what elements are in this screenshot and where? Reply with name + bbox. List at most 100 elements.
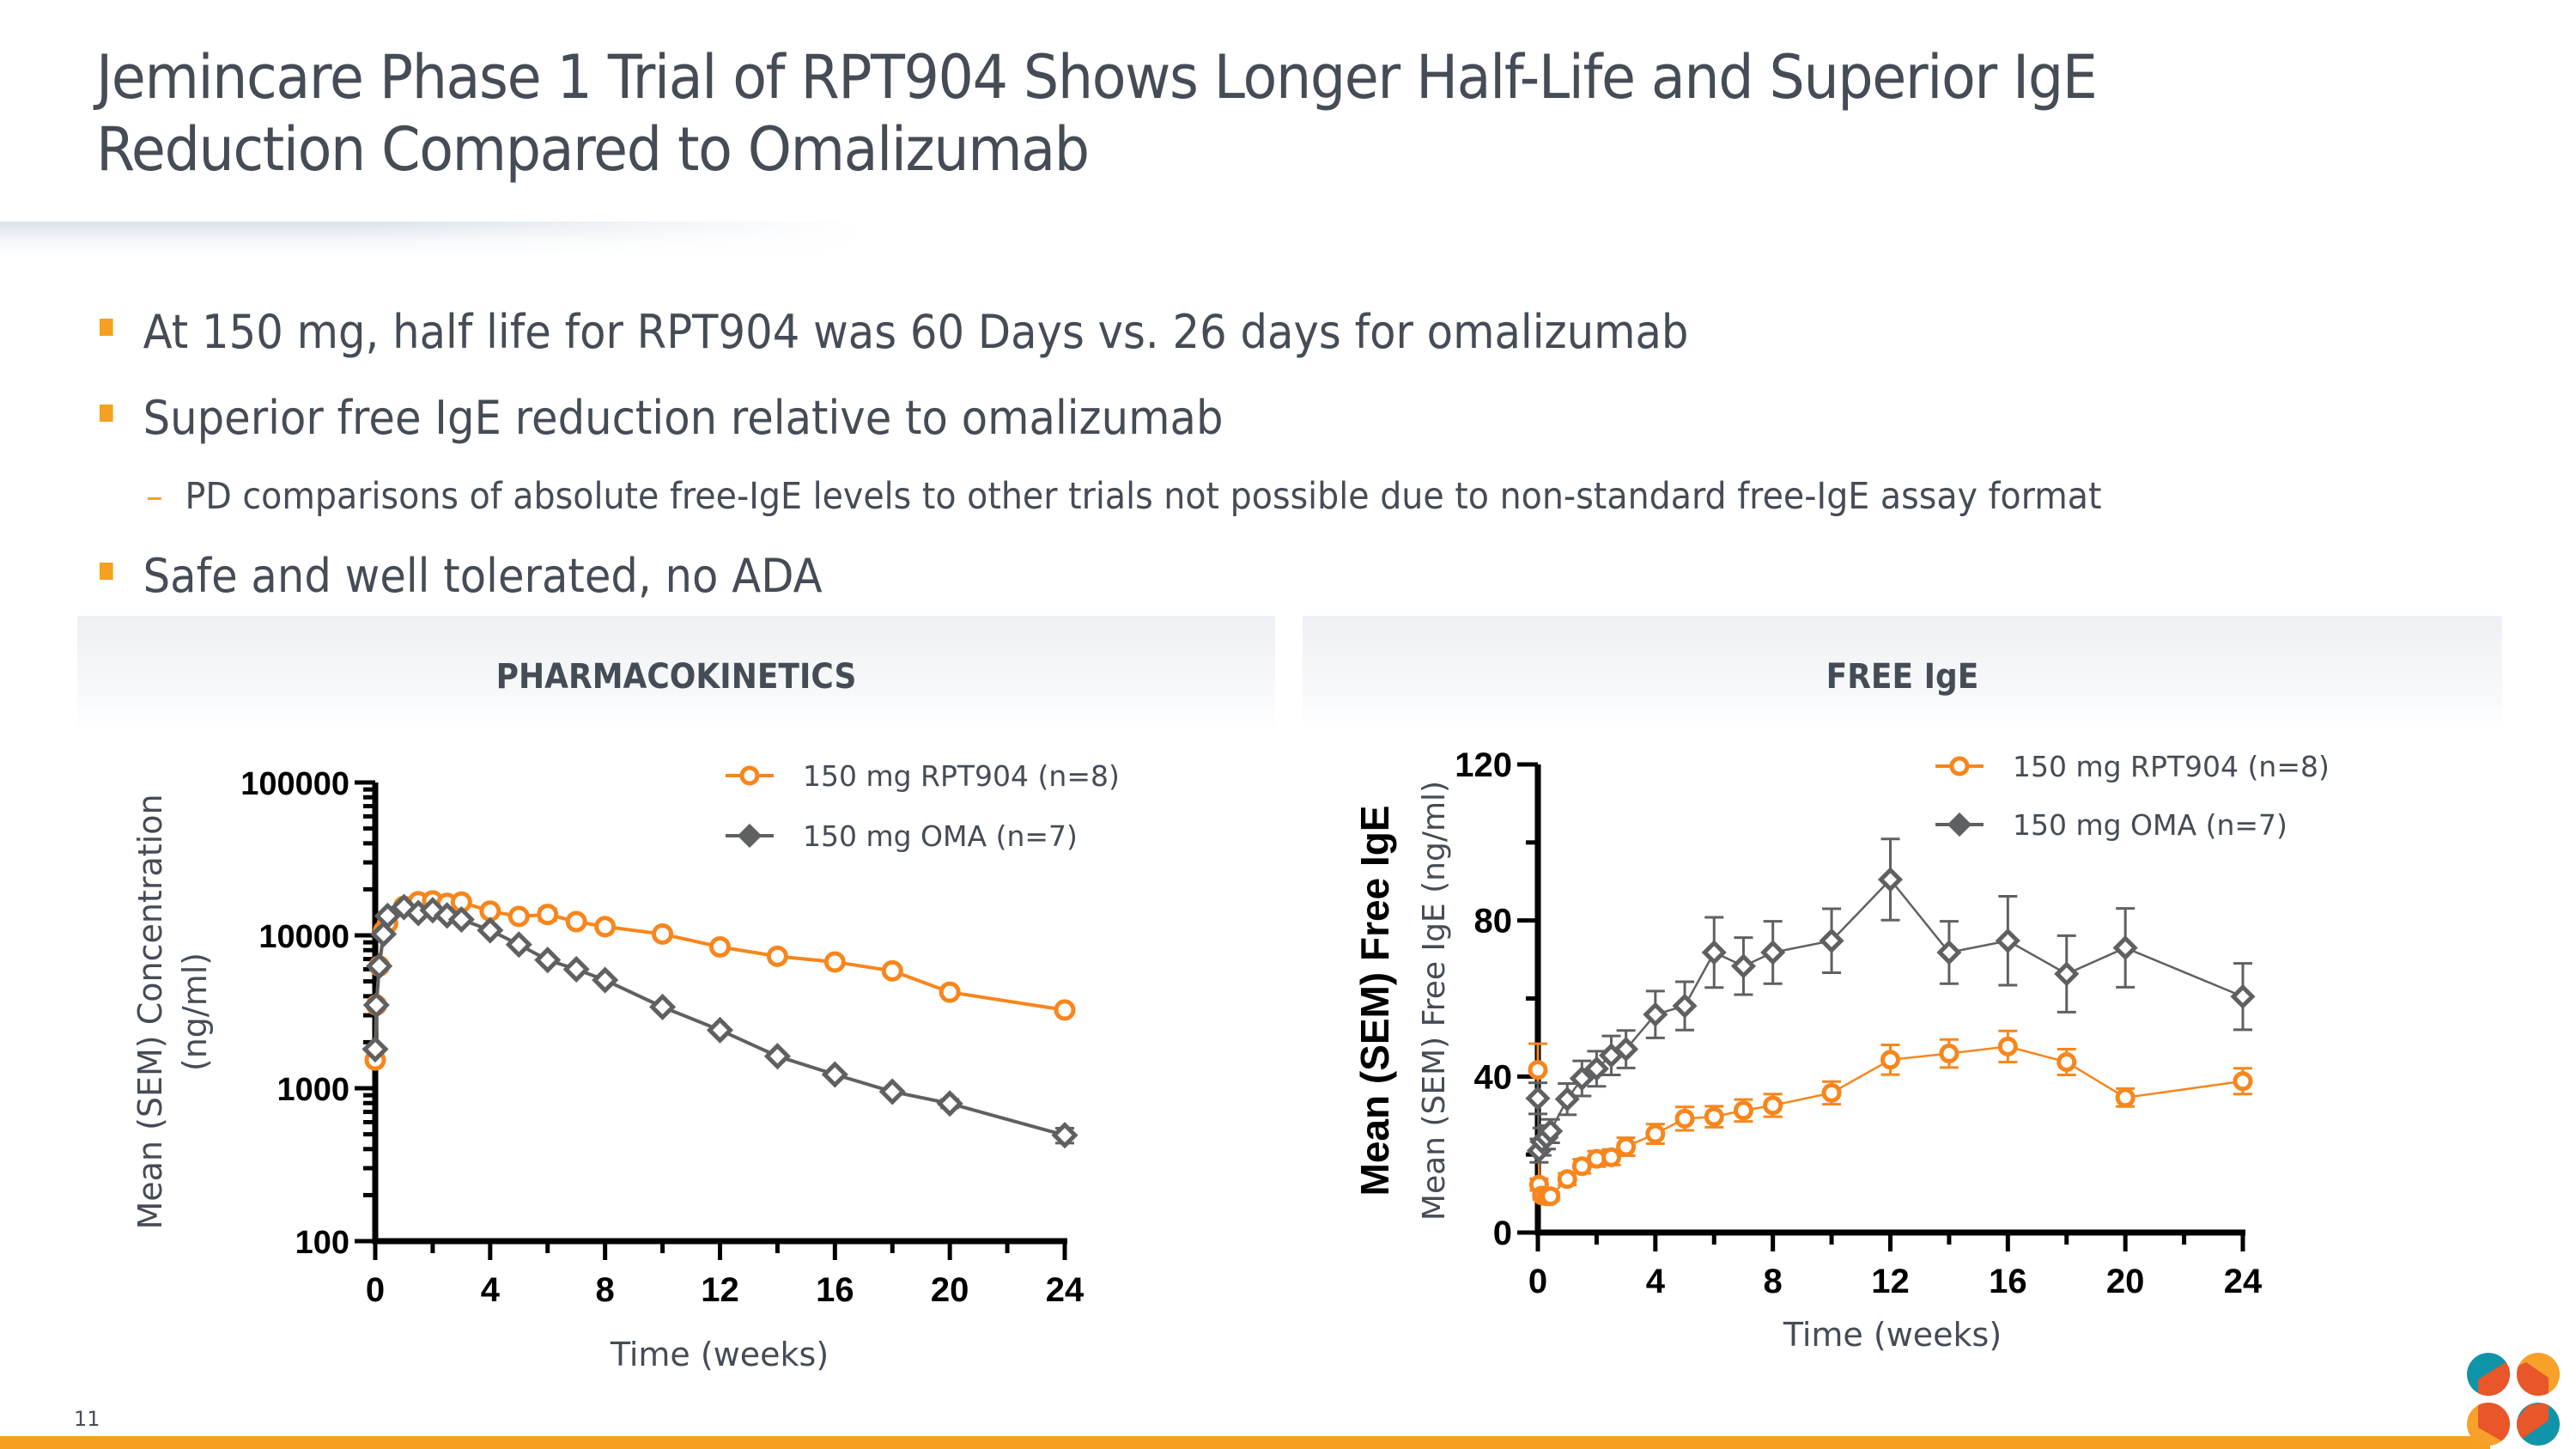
data-point-circle — [2233, 1071, 2253, 1092]
data-point-diamond — [2230, 983, 2256, 1009]
data-point-diamond — [361, 1036, 389, 1063]
data-point-circle — [1571, 1156, 1592, 1177]
series-oma — [1525, 837, 2256, 1164]
data-point-diamond — [1672, 993, 1698, 1019]
data-point-diamond — [1583, 1056, 1609, 1081]
data-point-diamond — [1760, 940, 1786, 965]
data-point-diamond — [706, 1016, 734, 1044]
legend-item-oma: 150 mg OMA (n=7) — [726, 819, 1078, 853]
data-point-diamond — [2112, 935, 2138, 960]
x-tick-label: 0 — [366, 1271, 385, 1309]
y-tick-label: 100000 — [240, 766, 349, 802]
data-point-circle — [766, 945, 788, 967]
bullet-item: Superior free IgE reduction relative to … — [100, 391, 1223, 445]
data-point-diamond — [447, 905, 475, 934]
y-tick-label: 100 — [295, 1225, 349, 1261]
pk-axes: 0 4 8 12 16 20 24 100 1000 10000 100000 — [240, 766, 1084, 1309]
y-tick-label: 1000 — [276, 1072, 349, 1108]
pk-x-axis-title: Time (weeks) — [610, 1336, 829, 1373]
logo-circle-4 — [2517, 1403, 2560, 1446]
ige-series — [1525, 837, 2256, 1207]
data-point-diamond — [649, 993, 677, 1020]
legend-circle-marker-icon — [1949, 756, 1970, 776]
legend-item-rpt904: 150 mg RPT904 (n=8) — [726, 759, 1120, 793]
data-point-circle — [507, 905, 530, 928]
pk-chart: 0 4 8 12 16 20 24 100 1000 10000 100000 Time (week… — [131, 759, 1120, 1373]
x-tick-label: 8 — [596, 1271, 615, 1309]
data-point-circle — [1997, 1036, 2018, 1056]
pk-y-axis-title-line-1: Mean (SEM) Concentration — [131, 794, 169, 1229]
ige-y-axis-title: Mean (SEM) Free IgE (ng/ml) — [1417, 781, 1452, 1221]
sub-bullet-text: PD comparisons of absolute free-IgE leve… — [185, 475, 2102, 518]
series-rpt904 — [1528, 1029, 2253, 1207]
bottom-accent-bar — [0, 1436, 2490, 1449]
data-point-diamond — [1538, 1118, 1564, 1144]
x-tick-label: 0 — [1528, 1263, 1547, 1300]
data-point-diamond — [1730, 953, 1756, 979]
data-point-diamond — [562, 955, 590, 983]
data-point-diamond — [374, 902, 401, 929]
data-point-circle — [1821, 1082, 1842, 1103]
legend-label: 150 mg OMA (n=7) — [2013, 808, 2287, 842]
data-point-diamond — [477, 916, 504, 944]
ige-x-axis-title: Time (weeks) — [1783, 1316, 2002, 1354]
logo-circle-3 — [2467, 1403, 2510, 1446]
data-point-diamond — [878, 1078, 906, 1105]
data-point-diamond — [505, 931, 532, 959]
pk-y-axis-title-line-2: (ng/ml) — [176, 953, 214, 1071]
data-point-circle — [1557, 1169, 1577, 1190]
ige-chart: 0 4 8 12 16 20 24 0 40 80 120 Time (weeks) Mean (S… — [1352, 746, 2330, 1354]
series-oma — [361, 893, 1078, 1149]
x-tick-label: 20 — [931, 1271, 969, 1309]
sub-bullet-item: – PD comparisons of absolute free-IgE lev… — [146, 475, 2102, 518]
data-point-diamond — [1819, 928, 1844, 953]
slide-title-line-1: Jemincare Phase 1 Trial of RPT904 Shows … — [96, 42, 2098, 113]
legend-item-rpt904: 150 mg RPT904 (n=8) — [1935, 750, 2330, 783]
bullet-text: At 150 mg, half life for RPT904 was 60 D… — [143, 305, 1689, 359]
logo-circle-1 — [2467, 1353, 2510, 1396]
title-divider-shadow — [0, 222, 859, 258]
page-number: 11 — [74, 1407, 100, 1431]
x-tick-label: 16 — [1989, 1263, 2027, 1300]
legend-label: 150 mg RPT904 (n=8) — [803, 759, 1120, 793]
ige-legend: 150 mg RPT904 (n=8) 150 mg OMA (n=7) — [1935, 750, 2330, 842]
y-tick-label: 120 — [1455, 746, 1512, 784]
legend-circle-marker-icon — [739, 765, 760, 786]
data-point-diamond — [1051, 1122, 1078, 1149]
data-point-circle — [1601, 1147, 1622, 1167]
data-point-circle — [939, 981, 961, 1003]
legend-label: 150 mg RPT904 (n=8) — [2013, 750, 2330, 783]
data-point-diamond — [1701, 940, 1727, 965]
data-point-circle — [1528, 1060, 1548, 1081]
data-point-diamond — [936, 1090, 963, 1117]
legend-diamond-marker-icon — [1947, 812, 1972, 837]
legend-diamond-marker-icon — [737, 823, 762, 849]
pk-panel-title: PHARMACOKINETICS — [495, 657, 857, 697]
data-point-circle — [1704, 1106, 1724, 1127]
data-point-circle — [881, 959, 903, 982]
data-point-circle — [1733, 1100, 1753, 1121]
x-tick-label: 12 — [1871, 1263, 1910, 1300]
data-point-diamond — [1525, 1086, 1551, 1111]
data-point-circle — [565, 910, 587, 933]
x-tick-label: 24 — [2224, 1263, 2263, 1300]
data-point-circle — [537, 904, 559, 926]
data-point-diamond — [1877, 867, 1904, 892]
data-point-diamond — [1569, 1066, 1595, 1092]
y-tick-label: 40 — [1474, 1058, 1513, 1096]
data-point-circle — [594, 916, 617, 938]
data-point-circle — [652, 922, 674, 945]
data-point-circle — [1880, 1050, 1900, 1070]
bullet-item: Safe and well tolerated, no ADA — [100, 549, 823, 603]
bullet-square-icon — [100, 405, 113, 422]
dash-icon: – — [146, 475, 163, 518]
data-point-diamond — [821, 1061, 848, 1088]
data-point-diamond — [419, 897, 447, 924]
x-tick-label: 20 — [2106, 1263, 2145, 1300]
x-tick-label: 8 — [1764, 1263, 1783, 1300]
x-tick-label: 16 — [816, 1271, 854, 1309]
data-point-diamond — [534, 947, 562, 974]
legend-label: 150 mg OMA (n=7) — [803, 819, 1078, 853]
data-point-diamond — [1554, 1087, 1580, 1112]
